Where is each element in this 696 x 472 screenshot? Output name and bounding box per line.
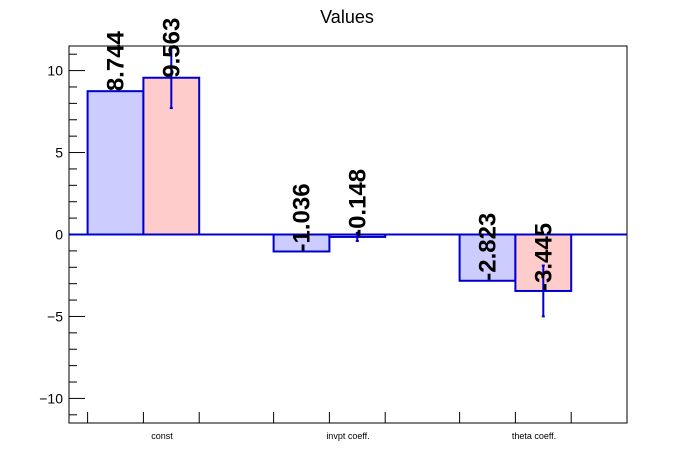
data-label: 8.744 — [103, 30, 130, 91]
y-tick-label: −10 — [39, 390, 63, 406]
y-tick-label: −5 — [47, 308, 63, 324]
bar — [86, 90, 145, 236]
y-tick-label: 10 — [47, 63, 63, 79]
x-category-label: invpt coeff. — [326, 431, 369, 441]
x-category-label: const — [151, 431, 173, 441]
data-label: 9.563 — [158, 18, 185, 78]
data-labels: 8.744 -1.036 -2.823 9.563 -0.148 -3.445 — [103, 18, 558, 291]
data-label: -2.823 — [475, 213, 502, 281]
y-tick-label: 5 — [55, 145, 63, 161]
data-label: -3.445 — [530, 223, 557, 291]
bar — [458, 233, 517, 282]
x-category-label: theta coeff. — [512, 431, 556, 441]
data-label: -1.036 — [289, 183, 316, 251]
y-tick-label: 0 — [55, 227, 63, 243]
x-axis: const invpt coeff. theta coeff. — [87, 412, 572, 441]
bar-series — [86, 46, 573, 318]
data-label: -0.148 — [344, 169, 371, 237]
chart-title: Values — [320, 7, 374, 27]
